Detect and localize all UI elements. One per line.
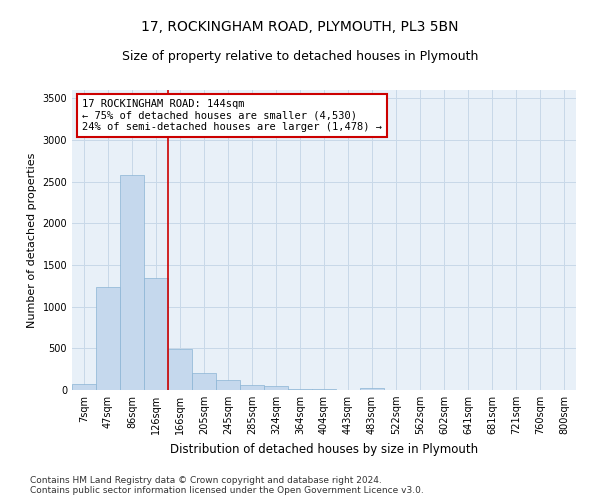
Bar [288, 389, 312, 390]
Bar [240, 385, 264, 390]
Text: Size of property relative to detached houses in Plymouth: Size of property relative to detached ho… [122, 50, 478, 63]
Bar [72, 384, 96, 390]
Text: 17, ROCKINGHAM ROAD, PLYMOUTH, PL3 5BN: 17, ROCKINGHAM ROAD, PLYMOUTH, PL3 5BN [141, 20, 459, 34]
Bar [120, 175, 144, 390]
Bar [96, 286, 120, 390]
Bar [360, 388, 384, 390]
Text: Contains HM Land Registry data © Crown copyright and database right 2024.
Contai: Contains HM Land Registry data © Crown c… [30, 476, 424, 495]
Bar [168, 349, 192, 390]
Bar [192, 372, 216, 390]
Text: 17 ROCKINGHAM ROAD: 144sqm
← 75% of detached houses are smaller (4,530)
24% of s: 17 ROCKINGHAM ROAD: 144sqm ← 75% of deta… [82, 99, 382, 132]
Bar [216, 380, 240, 390]
Y-axis label: Number of detached properties: Number of detached properties [27, 152, 37, 328]
Bar [264, 386, 288, 390]
Bar [144, 278, 168, 390]
X-axis label: Distribution of detached houses by size in Plymouth: Distribution of detached houses by size … [170, 442, 478, 456]
